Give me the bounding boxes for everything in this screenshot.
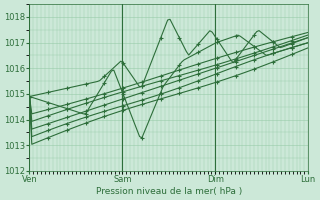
X-axis label: Pression niveau de la mer( hPa ): Pression niveau de la mer( hPa ) xyxy=(96,187,242,196)
